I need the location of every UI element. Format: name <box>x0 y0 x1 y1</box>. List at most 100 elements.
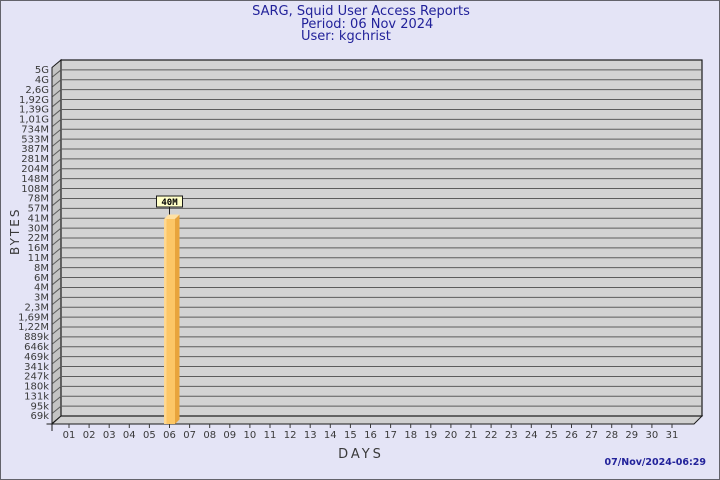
x-tick-label: 04 <box>123 430 136 441</box>
x-tick-label: 30 <box>646 430 659 441</box>
grid-wall-connector <box>52 128 62 137</box>
grid-wall-connector <box>52 385 62 394</box>
y-tick-label: 204M <box>21 164 49 175</box>
y-tick-label: 41M <box>28 213 49 224</box>
report-period: Period: 06 Nov 2024 <box>301 17 434 32</box>
x-tick-label: 27 <box>585 430 598 441</box>
y-tick-label: 2,6G <box>25 85 49 96</box>
x-tick-label: 06 <box>163 430 176 441</box>
grid-wall-connector <box>52 356 62 365</box>
grid-wall-connector <box>52 326 62 335</box>
grid-wall-connector <box>52 277 62 285</box>
x-tick-label: 19 <box>424 430 437 441</box>
y-tick-label: 1,39G <box>19 105 49 116</box>
y-tick-label: 889k <box>24 332 49 343</box>
y-tick-label: 4M <box>34 283 49 294</box>
y-tick-label: 646k <box>24 342 49 353</box>
grid-wall-connector <box>52 247 62 256</box>
grid-wall-connector <box>52 296 62 305</box>
grid-wall-connector <box>52 69 62 78</box>
x-tick-label: 25 <box>545 430 558 441</box>
y-tick-label: 16M <box>28 243 49 254</box>
y-tick-label: 148M <box>21 174 49 185</box>
x-tick-label: 23 <box>505 430 518 441</box>
grid-wall-connector <box>52 366 62 374</box>
y-tick-label: 5G <box>35 65 49 76</box>
y-tick-label: 247k <box>24 372 49 383</box>
grid-wall-connector <box>52 287 62 295</box>
page-title: SARG, Squid User Access Reports <box>252 4 470 19</box>
y-tick-label: 387M <box>21 144 49 155</box>
grid-wall-connector <box>52 306 62 315</box>
grid-wall-connector <box>52 257 62 266</box>
x-tick-label: 22 <box>485 430 498 441</box>
grid-wall-connector <box>52 405 62 414</box>
y-tick-label: 69k <box>30 411 49 422</box>
grid-wall-connector <box>52 188 62 196</box>
x-tick-label: 05 <box>143 430 156 441</box>
grid-wall-connector <box>52 217 62 226</box>
y-tick-label: 22M <box>28 233 49 244</box>
x-tick-label: 17 <box>384 430 397 441</box>
x-tick-label: 15 <box>344 430 357 441</box>
grid-wall-connector <box>52 148 62 157</box>
x-tick-label: 13 <box>304 430 317 441</box>
y-tick-label: 734M <box>21 124 49 135</box>
y-tick-label: 131k <box>24 391 49 402</box>
y-tick-label: 281M <box>21 154 49 165</box>
grid-wall-connector <box>52 118 62 127</box>
x-tick-label: 09 <box>223 430 236 441</box>
x-tick-label: 28 <box>605 430 618 441</box>
x-tick-label: 01 <box>63 430 76 441</box>
y-tick-label: 341k <box>24 362 49 373</box>
x-tick-label: 26 <box>565 430 578 441</box>
x-tick-label: 20 <box>445 430 458 441</box>
grid-wall-connector <box>52 237 62 246</box>
y-tick-label: 1,01G <box>19 115 49 126</box>
bar-side-face <box>175 214 180 424</box>
y-tick-label: 3M <box>34 293 49 304</box>
grid-wall-connector <box>52 336 62 345</box>
bar-top-face <box>164 214 180 220</box>
x-tick-label: 07 <box>183 430 196 441</box>
grid-wall-connector <box>52 168 62 177</box>
x-tick-label: 31 <box>666 430 679 441</box>
x-tick-label: 24 <box>525 430 538 441</box>
y-tick-label: 469k <box>24 352 49 363</box>
generated-timestamp: 07/Nov/2024-06:29 <box>604 457 706 468</box>
x-tick-label: 02 <box>83 430 96 441</box>
grid-wall-connector <box>52 79 62 88</box>
y-tick-label: 8M <box>34 263 49 274</box>
chart-floor <box>50 415 704 425</box>
x-axis-title: DAYS <box>338 447 384 462</box>
y-tick-label: 4G <box>35 75 49 86</box>
grid-wall-connector <box>52 346 62 355</box>
grid-wall-connector <box>52 316 62 325</box>
grid-wall-connector <box>52 89 62 98</box>
grid-wall-connector <box>52 198 62 206</box>
y-tick-label: 1,69M <box>18 312 49 323</box>
y-tick-label: 57M <box>28 204 49 215</box>
x-tick-label: 08 <box>203 430 216 441</box>
value-label-box <box>156 195 183 208</box>
y-tick-label: 108M <box>21 184 49 195</box>
bar-highlight <box>164 219 167 424</box>
grid-wall-connector <box>52 138 62 147</box>
y-tick-label: 180k <box>24 382 49 393</box>
y-tick-label: 11M <box>28 253 49 264</box>
grid-wall-connector <box>52 207 62 216</box>
x-tick-label: 14 <box>324 430 337 441</box>
x-tick-label: 11 <box>264 430 277 441</box>
y-tick-label: 78M <box>28 194 49 205</box>
x-tick-label: 21 <box>465 430 478 441</box>
y-tick-label: 1,22M <box>18 322 49 333</box>
grid-wall-connector <box>52 178 62 187</box>
y-tick-label: 30M <box>28 223 49 234</box>
grid-wall-connector <box>52 267 62 276</box>
report-user: User: kgchrist <box>301 29 391 44</box>
x-tick-label: 12 <box>284 430 297 441</box>
grid-wall-connector <box>52 99 62 107</box>
y-tick-label: 2,3M <box>24 302 49 313</box>
